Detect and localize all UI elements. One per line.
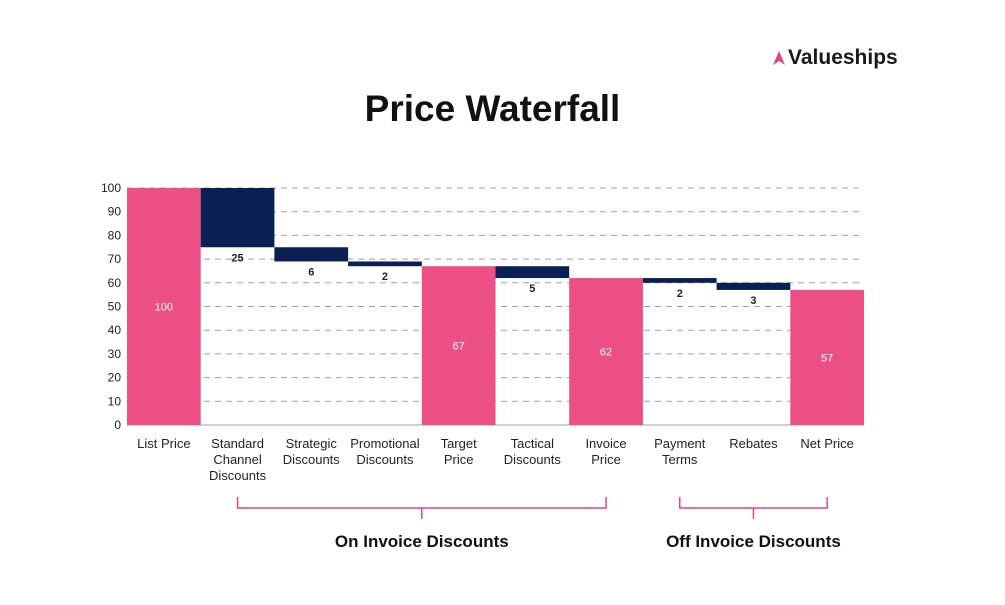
y-tick-label: 20	[108, 371, 122, 385]
x-tick-label: Discounts	[356, 452, 414, 467]
bar-value-label: 3	[750, 295, 756, 307]
decrease-bar	[200, 188, 275, 248]
x-tick-label: Standard	[211, 436, 264, 451]
x-tick-label: Payment	[654, 436, 706, 451]
bar-value-label: 5	[529, 283, 535, 295]
brand-logo: Valueships	[772, 46, 898, 70]
bar-value-label: 25	[231, 252, 243, 264]
y-tick-label: 80	[108, 228, 122, 242]
x-tick-label: Net Price	[800, 436, 853, 451]
decrease-bar	[716, 282, 791, 290]
x-tick-label: Promotional	[350, 436, 419, 451]
bar-value-label: 2	[677, 288, 683, 300]
total-bar	[127, 188, 201, 425]
brand-name: Valueships	[788, 46, 898, 69]
y-tick-label: 30	[108, 347, 122, 361]
x-tick-label: Target	[441, 436, 478, 451]
y-tick-label: 50	[108, 300, 122, 314]
bar-value-label: 2	[382, 271, 388, 283]
chart-title: Price Waterfall	[364, 88, 621, 129]
decrease-bar	[642, 278, 717, 283]
y-tick-label: 60	[108, 276, 122, 290]
total-bar	[790, 289, 864, 425]
bar-value-label: 67	[453, 341, 465, 353]
y-tick-label: 90	[108, 205, 122, 219]
x-tick-label: Channel	[213, 452, 262, 467]
x-tick-label: Tactical	[511, 436, 554, 451]
total-bar	[421, 266, 496, 425]
y-tick-label: 100	[101, 181, 121, 195]
decrease-bar	[274, 247, 349, 262]
decrease-bar	[348, 261, 422, 267]
x-tick-label: Strategic	[286, 436, 338, 451]
x-tick-label: Price	[444, 452, 474, 467]
group-label: On Invoice Discounts	[335, 532, 509, 551]
y-tick-label: 10	[108, 394, 122, 408]
total-bar	[569, 278, 643, 425]
x-tick-label: Discounts	[283, 452, 341, 467]
x-tick-label: Invoice	[585, 436, 626, 451]
x-tick-label: Price	[591, 452, 621, 467]
group-bracket	[236, 497, 607, 519]
logo-triangle-icon	[773, 51, 785, 65]
y-tick-label: 40	[108, 323, 122, 337]
bar-value-label: 100	[155, 302, 173, 314]
x-tick-label: Terms	[662, 452, 698, 467]
x-tick-label: Discounts	[209, 468, 267, 483]
group-bracket	[679, 497, 828, 519]
y-tick-label: 70	[108, 252, 122, 266]
x-tick-label: Rebates	[729, 436, 778, 451]
x-tick-label: List Price	[137, 436, 190, 451]
bar-value-label: 62	[600, 347, 612, 359]
y-tick-label: 0	[114, 418, 121, 432]
bar-value-label: 6	[308, 266, 314, 278]
decrease-bar	[495, 266, 570, 279]
x-tick-label: Discounts	[504, 452, 562, 467]
group-label: Off Invoice Discounts	[666, 532, 841, 551]
bar-value-label: 57	[821, 352, 833, 364]
